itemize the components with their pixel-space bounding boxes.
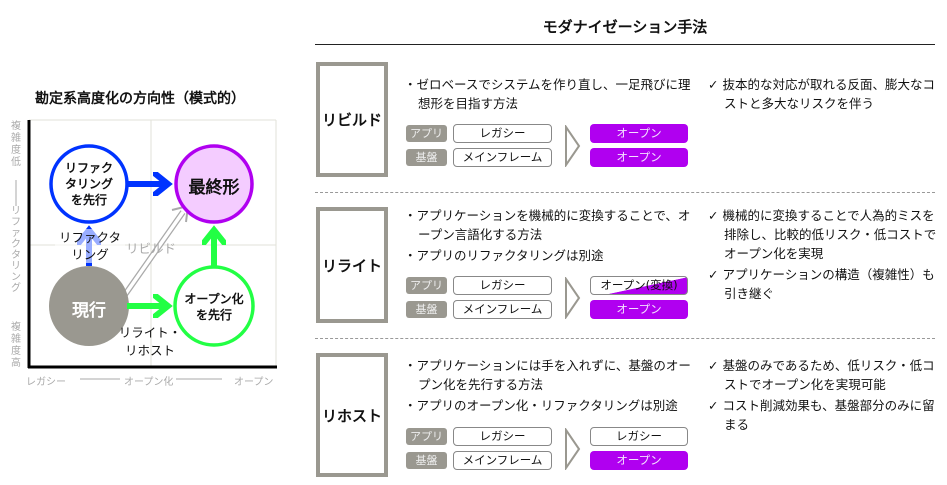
rewrite-rehost-label: リライト・リホスト <box>118 325 182 358</box>
x-axis-mid-label: オープン化 <box>124 377 174 388</box>
bullet: ・ゼロベースでシステムを作り直し、一足飛びに理想形を目指す方法 <box>404 77 691 111</box>
divider <box>315 338 935 339</box>
x-axis-right-label: オープン <box>234 377 274 388</box>
chevron-right-icon <box>565 125 581 167</box>
base-from: メインフレーム <box>453 451 552 470</box>
base-from: メインフレーム <box>453 148 552 167</box>
app-to: レガシー <box>590 427 688 446</box>
divider <box>315 192 935 193</box>
node-open-first <box>173 265 255 347</box>
chevron-right-icon <box>565 277 581 319</box>
rebuild-arrow-label: リビルド <box>126 241 177 256</box>
check-item: ✓ 機械的に変換することで人為的ミスを排除し、比較的低リスク・低コストでオープン… <box>708 208 937 261</box>
bullet: ・アプリのリファクタリングは別途 <box>404 248 604 263</box>
method-rebuild-checks: ✓ 抜本的な対応が取れる反面、膨大なコストと多大なリスクを伴う <box>708 75 940 115</box>
method-rebuild-label: リビルド <box>316 62 388 177</box>
node-final <box>174 144 254 224</box>
check-item: ✓ アプリケーションの構造（複雑性）も引き継ぐ <box>708 267 935 301</box>
base-tag: 基盤 <box>406 149 447 166</box>
refactoring-arrow-label: リファクタリング <box>55 229 125 263</box>
app-to: オープン(変換) <box>590 276 688 295</box>
app-tag: アプリ <box>406 277 447 294</box>
method-rebuild-bullets: ・ゼロベースでシステムを作り直し、一足飛びに理想形を目指す方法 <box>404 75 694 115</box>
direction-diagram <box>15 119 277 380</box>
chevron-right-icon <box>565 428 581 470</box>
method-rehost-bullets: ・アプリケーションには手を入れずに、基盤のオープン化を先行する方法 ・アプリのオ… <box>404 356 694 417</box>
method-rehost-label: リホスト <box>316 353 388 477</box>
bullet: ・アプリのオープン化・リファクタリングは別途 <box>404 398 678 413</box>
y-axis-mid-label: リファクタリング <box>11 206 23 294</box>
base-tag: 基盤 <box>406 452 447 469</box>
node-final-label: 最終形 <box>188 178 240 198</box>
bullet: ・アプリケーションを機械的に変換することで、オープン言語化する方法 <box>404 208 691 242</box>
method-rehost-checks: ✓ 基盤のみであるため、低リスク・低コストでオープン化を実現可能 ✓ コスト削減… <box>708 356 940 436</box>
method-rewrite-checks: ✓ 機械的に変換することで人為的ミスを排除し、比較的低リスク・低コストでオープン… <box>708 206 940 305</box>
app-tag: アプリ <box>406 125 447 142</box>
title-underline <box>315 44 935 45</box>
method-rewrite-bullets: ・アプリケーションを機械的に変換することで、オープン言語化する方法 ・アプリのリ… <box>404 206 694 267</box>
x-axis-left-label: レガシー <box>26 377 66 388</box>
node-open-first-label: オープン化を先行 <box>184 292 244 322</box>
bullet: ・アプリケーションには手を入れずに、基盤のオープン化を先行する方法 <box>404 358 691 392</box>
app-from: レガシー <box>453 427 552 446</box>
app-from: レガシー <box>453 276 552 295</box>
base-to: オープン <box>590 300 688 319</box>
check-item: ✓ 基盤のみであるため、低リスク・低コストでオープン化を実現可能 <box>708 358 935 392</box>
node-refactor-first-label: リファクタリングを先行 <box>64 161 113 207</box>
base-tag: 基盤 <box>406 301 447 318</box>
app-from: レガシー <box>453 124 552 143</box>
node-current-label: 現行 <box>72 301 106 321</box>
base-from: メインフレーム <box>453 300 552 319</box>
base-to: オープン <box>590 451 688 470</box>
chart-title: 勘定系高度化の方向性（模式的） <box>35 91 245 107</box>
app-to: オープン <box>590 124 688 143</box>
method-rewrite-label: リライト <box>316 207 388 323</box>
check-item: ✓ コスト削減効果も、基盤部分のみに留まる <box>708 398 935 432</box>
y-axis-top-label: 複雑度低 <box>11 121 21 168</box>
base-to: オープン <box>590 148 688 167</box>
node-current <box>49 266 129 346</box>
app-tag: アプリ <box>406 428 447 445</box>
y-axis-bottom-label: 複雑度高 <box>11 322 21 369</box>
check-item: ✓ 抜本的な対応が取れる反面、膨大なコストと多大なリスクを伴う <box>708 77 935 111</box>
section-title: モダナイゼーション手法 <box>542 18 708 36</box>
